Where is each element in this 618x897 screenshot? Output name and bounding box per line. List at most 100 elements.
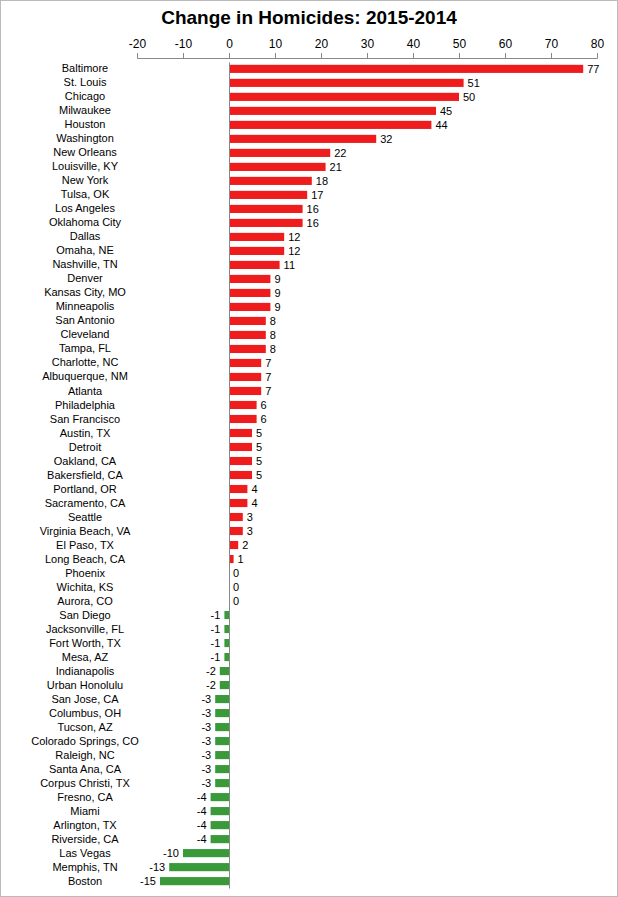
x-tick: 40 [407, 37, 421, 58]
bar [229, 149, 330, 157]
x-tick-mark [459, 53, 460, 58]
bar [215, 779, 229, 787]
y-tick-label: Albuquerque, NM [42, 370, 128, 382]
y-tick-label: San Antonio [55, 314, 114, 326]
y-tick-label: Colorado Springs, CO [31, 735, 139, 747]
x-tick-mark [367, 53, 368, 58]
y-tick-label: Boston [68, 875, 102, 887]
bar [224, 653, 229, 661]
y-tick: Atlanta [68, 384, 103, 396]
x-tick: 60 [499, 37, 513, 58]
bar [211, 807, 229, 815]
data-label: -4 [197, 819, 207, 831]
bar [229, 79, 464, 87]
y-tick: Minneapolis [56, 300, 115, 312]
y-tick-label: Urban Honolulu [47, 679, 123, 691]
y-tick: Wichita, KS [57, 581, 114, 593]
y-tick-label: San Francisco [50, 413, 120, 425]
y-tick-label: Raleigh, NC [55, 749, 114, 761]
bar [229, 247, 284, 255]
data-label: -4 [197, 833, 207, 845]
x-tick: 10 [269, 37, 283, 58]
x-tick-label: 70 [545, 37, 559, 51]
data-label: -3 [201, 763, 211, 775]
data-label: 51 [468, 77, 480, 89]
bar [220, 681, 229, 689]
y-tick-label: Phoenix [65, 567, 105, 579]
y-tick-label: Omaha, NE [56, 244, 113, 256]
data-label: -13 [149, 861, 165, 873]
bar [229, 261, 280, 269]
y-tick-label: Cleveland [61, 328, 110, 340]
data-label: -3 [201, 735, 211, 747]
x-tick-label: -20 [129, 37, 147, 51]
bar [229, 93, 459, 101]
y-tick-label: Fort Worth, TX [49, 637, 121, 649]
bar [229, 401, 257, 409]
y-tick: Raleigh, NC [55, 749, 114, 761]
data-label: 6 [261, 413, 267, 425]
y-tick-label: Detroit [69, 441, 101, 453]
y-tick: Fort Worth, TX [49, 637, 121, 649]
data-label: 0 [233, 581, 239, 593]
y-tick: Corpus Christi, TX [40, 777, 130, 789]
y-tick: Boston [68, 875, 102, 887]
data-label: 9 [274, 301, 280, 313]
x-tick-label: -10 [175, 37, 193, 51]
x-tick-label: 80 [591, 37, 605, 51]
y-tick-label: Santa Ana, CA [49, 763, 122, 775]
y-tick-label: Mesa, AZ [62, 651, 109, 663]
y-tick: New York [62, 174, 109, 186]
bar [215, 765, 229, 773]
data-label: 7 [265, 385, 271, 397]
bar [229, 541, 238, 549]
data-label: 8 [270, 329, 276, 341]
data-label: 18 [316, 175, 328, 187]
data-label: -3 [201, 749, 211, 761]
data-label: 2 [242, 539, 248, 551]
y-tick-label: Wichita, KS [57, 581, 114, 593]
bar [229, 471, 252, 479]
data-label: -1 [211, 609, 221, 621]
y-tick: Kansas City, MO [44, 286, 126, 298]
x-tick: 50 [453, 37, 467, 58]
y-tick-label: Nashville, TN [52, 258, 117, 270]
y-tick-label: Oakland, CA [54, 455, 117, 467]
bar [229, 429, 252, 437]
y-tick-label: San Jose, CA [51, 693, 119, 705]
y-tick: Indianapolis [56, 665, 115, 677]
y-tick: Nashville, TN [52, 258, 117, 270]
y-tick-label: El Paso, TX [56, 539, 115, 551]
data-label: -1 [211, 637, 221, 649]
data-label: 45 [440, 105, 452, 117]
y-tick: Denver [67, 272, 103, 284]
y-tick: St. Louis [64, 76, 107, 88]
y-tick: Tulsa, OK [61, 188, 110, 200]
y-tick-label: Jacksonville, FL [46, 623, 124, 635]
bar [229, 387, 261, 395]
data-label: 16 [307, 203, 319, 215]
bar [215, 695, 229, 703]
data-label: 9 [274, 287, 280, 299]
y-tick-label: Bakersfield, CA [47, 469, 123, 481]
y-tick: Memphis, TN [52, 861, 117, 873]
data-label: 5 [256, 469, 262, 481]
data-label: 11 [284, 259, 295, 271]
bars [160, 65, 583, 885]
y-tick: Portland, OR [53, 483, 117, 495]
y-tick: Mesa, AZ [62, 651, 109, 663]
bar [229, 331, 266, 339]
y-tick-label: Dallas [70, 230, 101, 242]
y-tick: San Francisco [50, 413, 120, 425]
bar [229, 317, 266, 325]
y-tick-label: Denver [67, 272, 103, 284]
y-tick-label: Austin, TX [60, 427, 111, 439]
y-tick-label: Baltimore [62, 62, 108, 74]
data-label: 9 [274, 273, 280, 285]
y-tick-label: Miami [70, 805, 99, 817]
bar [229, 233, 284, 241]
bar [229, 527, 243, 535]
bar [211, 821, 229, 829]
data-label: -3 [201, 721, 211, 733]
y-tick-label: Virginia Beach, VA [40, 525, 131, 537]
